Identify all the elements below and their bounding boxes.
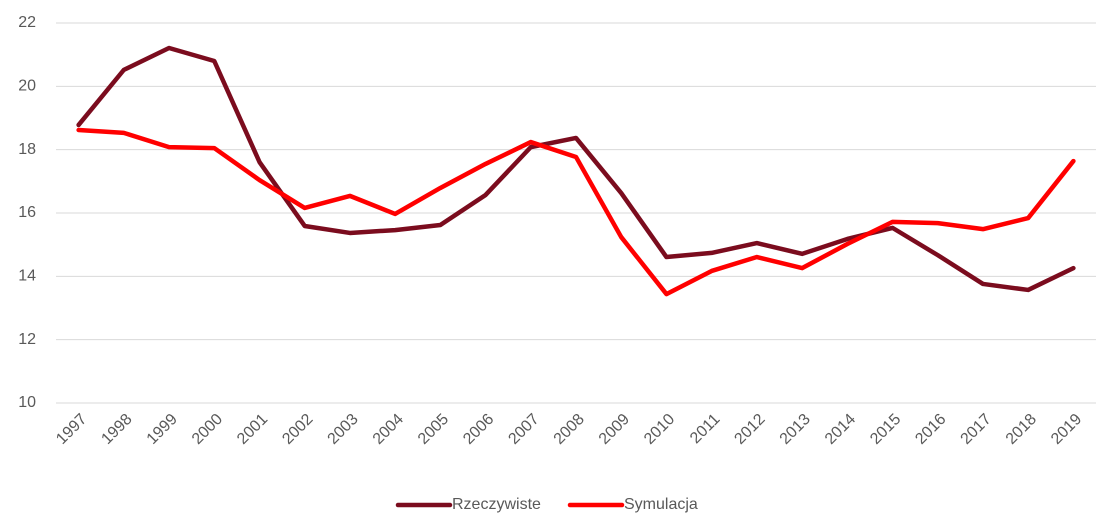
x-tick-label: 2000	[189, 411, 226, 448]
x-tick-label: 2013	[777, 411, 814, 448]
y-tick-label: 12	[18, 331, 36, 348]
y-tick-label: 10	[18, 394, 36, 411]
y-tick-label: 18	[18, 141, 36, 158]
legend-label: Rzeczywiste	[452, 496, 541, 513]
legend-label: Symulacja	[624, 496, 698, 513]
series-line	[76, 45, 1076, 293]
x-tick-label: 2002	[279, 411, 316, 448]
x-tick-label: 2007	[505, 411, 542, 448]
x-tick-label: 2011	[687, 411, 723, 447]
x-tick-label: 2016	[912, 411, 949, 448]
x-tick-label: 2019	[1048, 411, 1085, 448]
x-tick-label: 2005	[415, 411, 452, 448]
x-tick-label: 2008	[551, 411, 588, 448]
y-tick-label: 16	[18, 204, 36, 221]
y-tick-label: 22	[18, 14, 36, 31]
x-tick-label: 2009	[596, 411, 633, 448]
x-tick-label: 1999	[144, 411, 181, 448]
x-tick-label: 2014	[822, 411, 859, 448]
x-tick-label: 2017	[958, 411, 995, 448]
y-tick-label: 20	[18, 78, 36, 95]
x-tick-label: 1997	[53, 411, 90, 448]
x-tick-label: 2010	[641, 411, 678, 448]
x-tick-label: 2004	[370, 411, 407, 448]
x-tick-label: 1998	[98, 411, 135, 448]
x-tick-label: 2015	[867, 411, 904, 448]
y-tick-label: 14	[18, 268, 36, 285]
x-tick-label: 2001	[234, 411, 271, 448]
series-line	[76, 127, 1076, 297]
x-tick-label: 2006	[460, 411, 497, 448]
x-tick-label: 2018	[1003, 411, 1040, 448]
x-tick-label: 2012	[731, 411, 768, 448]
x-tick-label: 2003	[325, 411, 362, 448]
